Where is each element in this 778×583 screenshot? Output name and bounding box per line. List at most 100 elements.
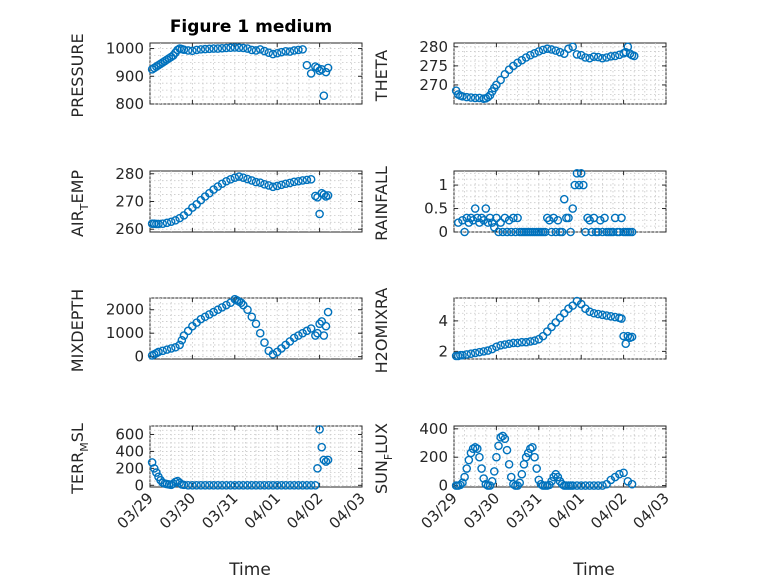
ytick-label: 280 xyxy=(115,165,144,183)
data-point xyxy=(617,314,626,323)
data-point xyxy=(313,464,322,473)
data-point xyxy=(572,481,582,490)
data-point xyxy=(496,433,505,442)
grid-terr_msl xyxy=(149,425,363,487)
data-point xyxy=(526,444,535,453)
data-point xyxy=(589,481,599,490)
data-point xyxy=(222,300,231,310)
ytick-label: 2000 xyxy=(106,301,144,319)
data-point xyxy=(234,172,244,181)
data-point xyxy=(593,52,603,62)
data-point xyxy=(226,481,235,490)
data-point xyxy=(553,472,563,482)
series-terr_msl xyxy=(147,425,333,490)
data-point xyxy=(513,338,522,348)
data-point xyxy=(619,468,628,478)
data-point xyxy=(456,480,465,490)
data-point xyxy=(570,180,580,190)
data-point xyxy=(515,478,525,488)
data-point xyxy=(294,176,303,186)
data-point xyxy=(583,213,592,223)
data-point xyxy=(496,340,505,350)
data-point xyxy=(627,332,637,342)
data-point xyxy=(564,213,573,223)
data-point xyxy=(289,177,299,187)
data-point xyxy=(149,63,159,73)
data-point xyxy=(547,45,556,54)
data-point xyxy=(585,307,594,317)
data-point xyxy=(247,312,257,322)
data-point xyxy=(540,227,550,237)
data-point xyxy=(477,213,486,223)
ylabel-theta: THETA xyxy=(372,50,391,102)
data-point xyxy=(581,227,590,237)
data-point xyxy=(517,337,527,347)
data-point xyxy=(489,223,499,232)
data-point xyxy=(462,92,472,102)
data-point xyxy=(315,209,324,219)
data-point xyxy=(542,213,552,223)
subplot-h2omixra: 2 4 H2OMIXRA xyxy=(372,288,667,373)
data-point xyxy=(606,475,616,485)
data-point xyxy=(511,227,520,237)
data-point xyxy=(485,213,495,223)
data-point xyxy=(230,481,240,490)
data-point xyxy=(277,481,286,490)
data-point xyxy=(302,326,312,336)
data-point xyxy=(294,481,303,490)
data-point xyxy=(521,452,531,462)
series-theta xyxy=(451,42,639,103)
data-point xyxy=(506,227,516,237)
data-point xyxy=(526,337,535,346)
data-point xyxy=(555,313,565,323)
data-point xyxy=(559,49,569,58)
data-point xyxy=(205,481,214,490)
data-point xyxy=(500,69,510,79)
ytick-label: 400 xyxy=(419,420,448,438)
data-point xyxy=(323,307,333,317)
data-point xyxy=(532,464,541,473)
ytick-label: 275 xyxy=(419,57,448,75)
data-point xyxy=(277,180,286,190)
data-point xyxy=(294,331,303,340)
data-point xyxy=(559,308,569,318)
data-point xyxy=(175,340,184,350)
data-point xyxy=(247,481,257,490)
data-point xyxy=(166,344,176,353)
data-point xyxy=(166,217,176,227)
data-point xyxy=(238,173,248,182)
data-point xyxy=(473,444,482,453)
data-point xyxy=(323,63,333,73)
data-point xyxy=(169,479,178,488)
ytick-label: 0 xyxy=(134,348,144,366)
data-point xyxy=(513,213,522,223)
data-point xyxy=(154,219,163,229)
data-point xyxy=(602,53,611,62)
ytick-label: 200 xyxy=(115,459,144,477)
data-point xyxy=(504,215,514,225)
data-point xyxy=(222,43,231,53)
data-point xyxy=(489,467,499,476)
data-point xyxy=(319,331,329,340)
data-point xyxy=(487,477,497,486)
data-point xyxy=(627,479,637,489)
data-point xyxy=(564,44,573,54)
data-point xyxy=(576,481,586,490)
data-point xyxy=(188,481,197,490)
data-point xyxy=(458,92,467,101)
data-point xyxy=(196,481,206,490)
ylabel-rainfall: RAINFALL xyxy=(372,166,391,241)
data-point xyxy=(551,46,561,55)
data-point xyxy=(530,336,539,346)
data-point xyxy=(606,311,616,321)
data-point xyxy=(615,227,624,237)
data-point xyxy=(294,45,303,55)
data-point xyxy=(323,455,333,465)
data-point xyxy=(617,213,626,223)
data-point xyxy=(568,42,578,52)
data-point xyxy=(213,305,223,315)
data-point xyxy=(272,181,282,191)
data-point xyxy=(234,43,244,53)
data-point xyxy=(149,464,159,473)
data-point xyxy=(470,93,480,103)
